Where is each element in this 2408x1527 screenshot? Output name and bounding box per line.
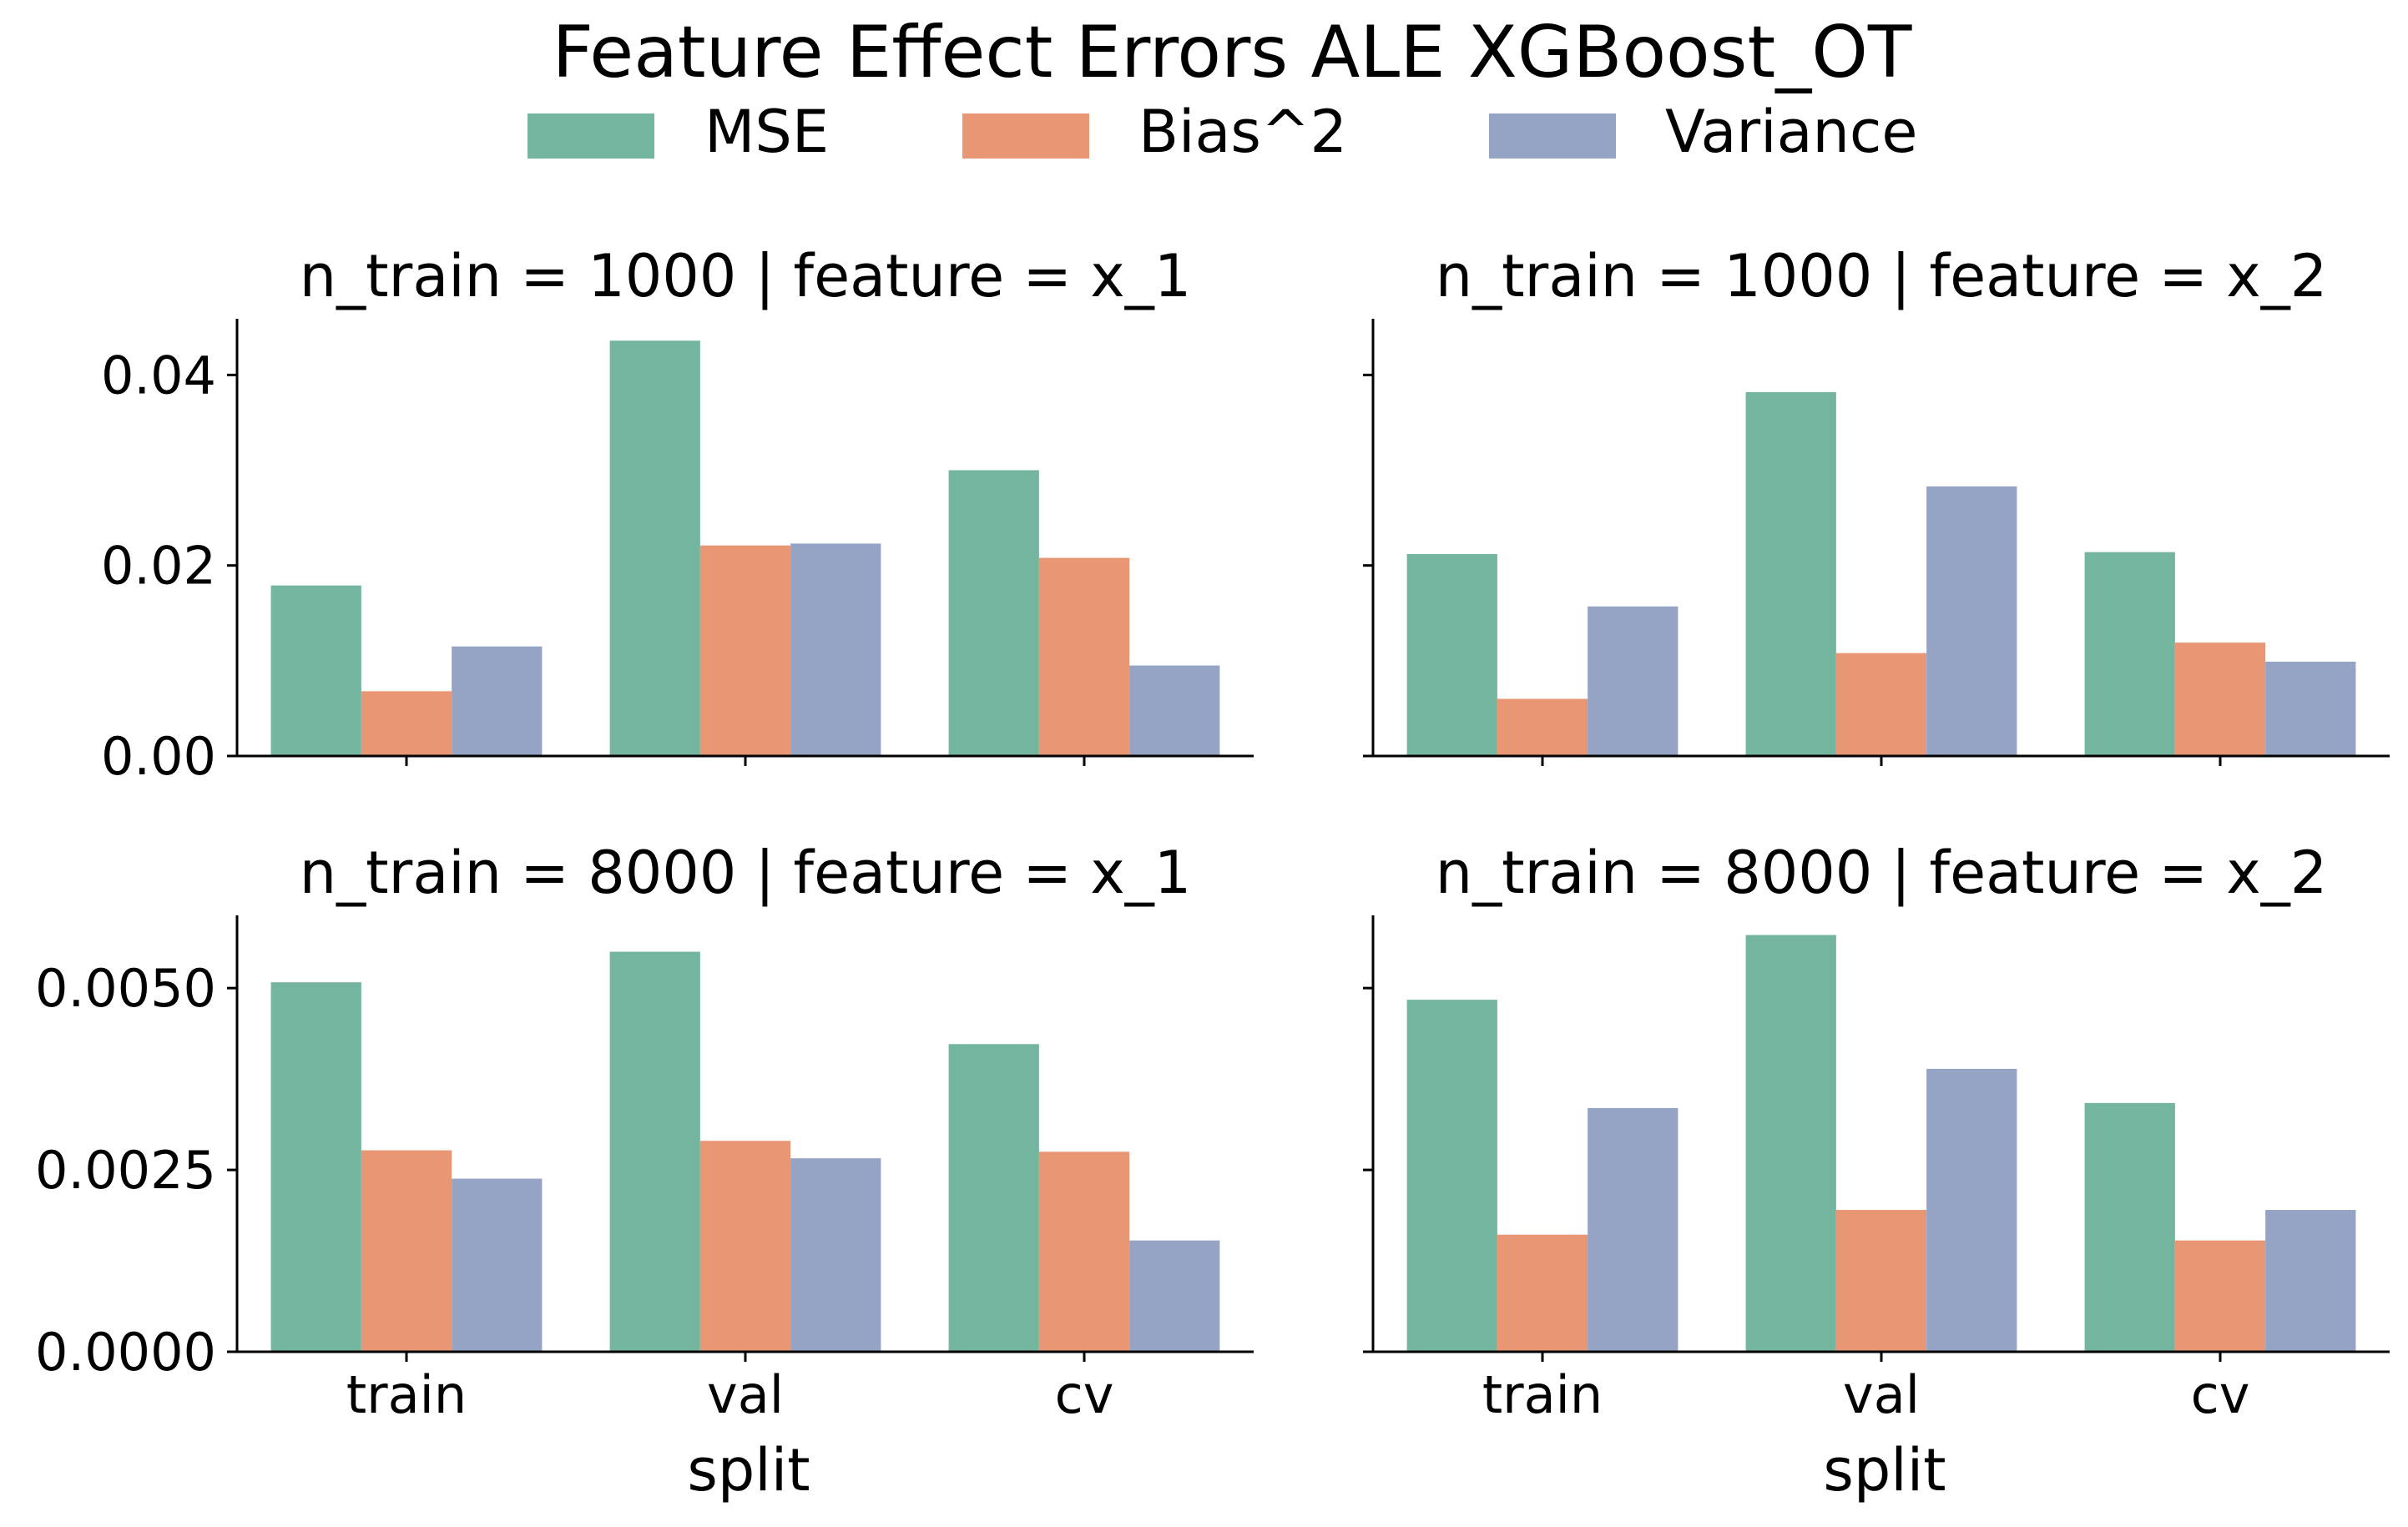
bar-mse-train [1406,1000,1497,1352]
bar-bias-cv [1038,557,1130,756]
panel-title: n_train = 1000 | feature = x_2 [1436,242,2328,310]
x-tick-label: cv [2191,1364,2250,1425]
y-tick-label: 0.0025 [35,1140,216,1201]
legend-item-mse: MSE [528,98,829,166]
bar-bias-train [1497,698,1588,756]
panel-title: n_train = 8000 | feature = x_2 [1436,839,2328,907]
legend: MSE Bias^2 Variance [528,98,1917,166]
bar-bias-val [699,1141,791,1352]
bar-bias-val [699,545,791,756]
y-tick-label: 0.02 [101,536,216,597]
bar-mse-val [1745,391,1836,756]
panel-2: n_train = 1000 | feature = x_2 [1363,242,2390,766]
bar-bias-train [1497,1234,1588,1352]
bar-mse-train [270,585,361,756]
legend-label-variance: Variance [1665,98,1917,166]
bar-bias-train [361,1150,452,1352]
panel-1: n_train = 1000 | feature = x_1 0.00 0.02 0.… [101,242,1254,787]
panel-title: n_train = 8000 | feature = x_1 [300,839,1192,907]
x-tick-label: val [1843,1364,1920,1425]
legend-label-mse: MSE [704,98,829,166]
bar-variance-cv [1129,1240,1220,1352]
bar-mse-cv [2084,552,2175,756]
panels: n_train = 1000 | feature = x_1 0.00 0.02 0.… [35,242,2390,1425]
figure-title: Feature Effect Errors ALE XGBoost_OT [553,11,1912,94]
bar-bias-cv [1038,1152,1130,1352]
legend-item-bias: Bias^2 [962,98,1347,166]
x-tick-label: val [707,1364,784,1425]
bar-mse-val [1745,935,1836,1352]
bar-bias-cv [2174,1240,2266,1352]
bar-mse-cv [948,470,1039,756]
bar-mse-train [1406,553,1497,756]
x-tick-label: train [1482,1364,1603,1425]
bar-variance-cv [2265,1210,2356,1352]
bar-variance-val [1926,1068,2017,1352]
legend-swatch-mse [528,113,654,159]
bar-variance-train [452,646,543,756]
legend-item-variance: Variance [1489,98,1917,166]
bar-variance-train [1588,606,1679,756]
y-tick-label: 0.0050 [35,958,216,1019]
bar-variance-train [452,1178,543,1352]
panel-title: n_train = 1000 | feature = x_1 [300,242,1192,310]
x-axis-label-right: split [1823,1436,1946,1504]
legend-label-bias: Bias^2 [1138,98,1347,166]
y-tick-label: 0.04 [101,345,216,406]
y-tick-label: 0.00 [101,726,216,787]
bar-bias-val [1835,653,1927,756]
bar-mse-train [270,982,361,1352]
x-axis-label-left: split [687,1436,810,1504]
bar-variance-cv [1129,665,1220,756]
bar-variance-train [1588,1107,1679,1352]
bar-mse-val [609,340,700,756]
bar-bias-val [1835,1210,1927,1352]
legend-swatch-bias [962,113,1089,159]
y-tick-label: 0.0000 [35,1322,216,1383]
bar-variance-val [1926,486,2017,756]
legend-swatch-variance [1489,113,1616,159]
bar-bias-cv [2174,643,2266,756]
x-tick-label: cv [1055,1364,1114,1425]
x-tick-label: train [346,1364,467,1425]
bar-mse-cv [948,1044,1039,1352]
bar-bias-train [361,691,452,756]
bar-mse-cv [2084,1102,2175,1352]
bar-variance-val [790,543,881,756]
bar-variance-val [790,1158,881,1352]
bar-variance-cv [2265,661,2356,756]
bar-mse-val [609,951,700,1352]
